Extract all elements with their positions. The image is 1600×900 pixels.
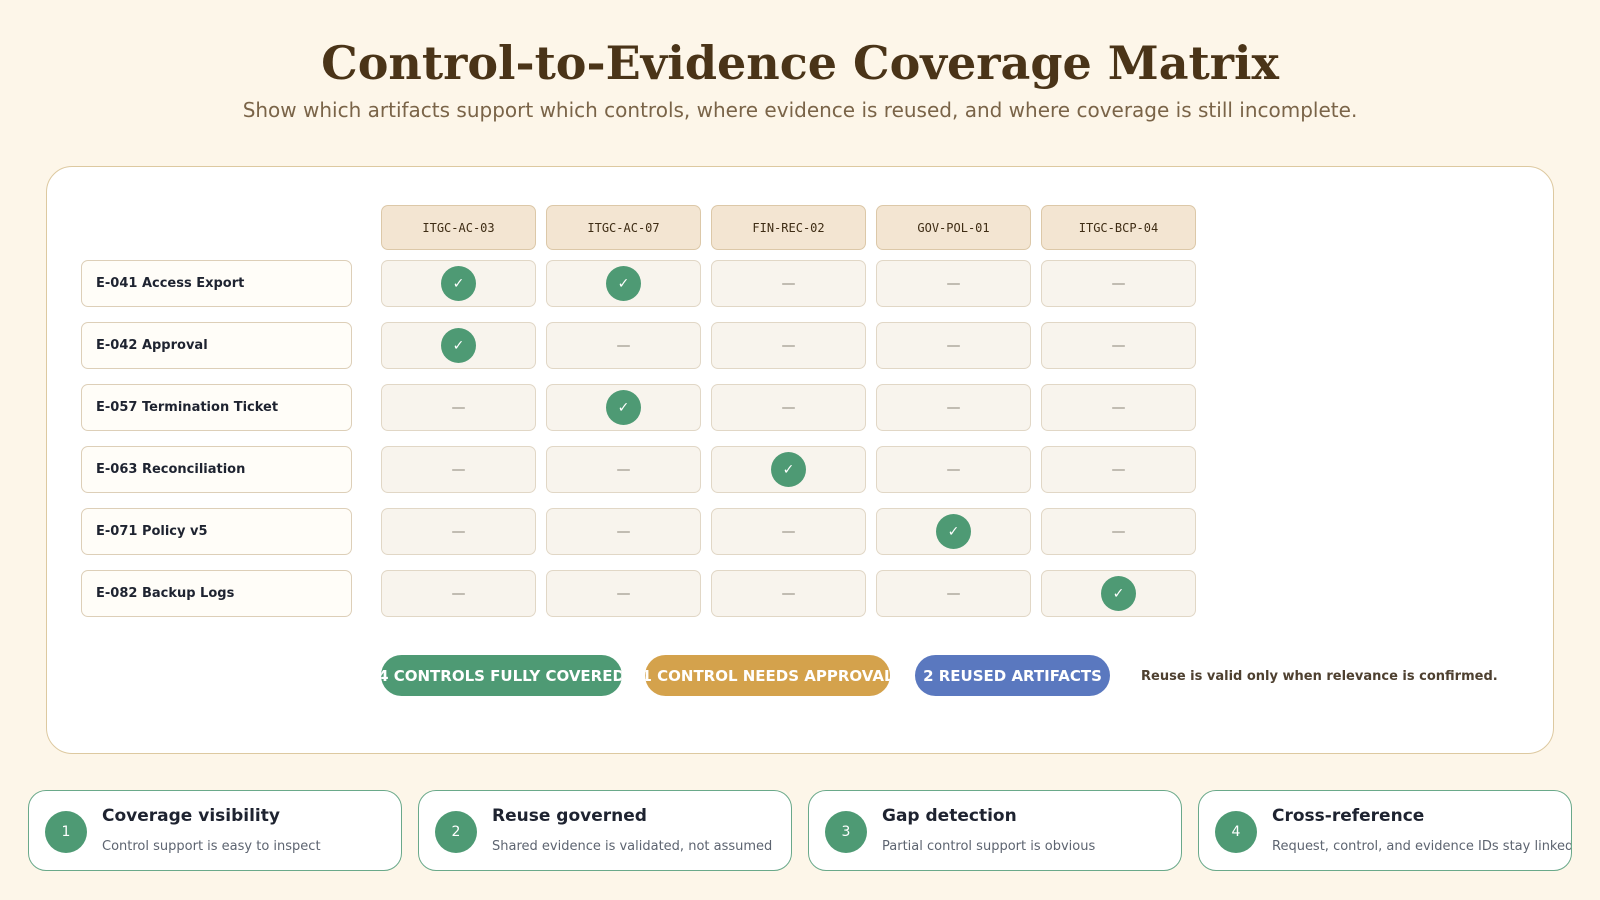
- feature-title: Gap detection: [882, 806, 1017, 826]
- reuse-note: Reuse is valid only when relevance is co…: [1141, 669, 1498, 684]
- control-header-gov-pol-01: GOV-POL-01: [876, 205, 1031, 250]
- feature-card-cross-reference: 4 Cross-reference Request, control, and …: [1198, 790, 1572, 871]
- feature-description: Partial control support is obvious: [882, 839, 1096, 854]
- coverage-cell-empty: —: [1041, 260, 1196, 307]
- dash-icon: —: [781, 337, 796, 354]
- feature-description: Shared evidence is validated, not assume…: [492, 839, 773, 854]
- coverage-cell-empty: —: [381, 570, 536, 617]
- checkmark-icon: ✓: [441, 266, 476, 301]
- needs-approval-badge-label: 1 CONTROL NEEDS APPROVAL: [645, 666, 890, 685]
- page-subtitle: Show which artifacts support which contr…: [242, 98, 1358, 122]
- reused-artifacts-badge: 2 REUSED ARTIFACTS: [915, 655, 1110, 696]
- control-header-fin-rec-02: FIN-REC-02: [711, 205, 866, 250]
- coverage-cell-empty: —: [546, 446, 701, 493]
- checkmark-icon: ✓: [1101, 576, 1136, 611]
- control-header-itgc-bcp-04: ITGC-BCP-04: [1041, 205, 1196, 250]
- coverage-cell-empty: —: [1041, 508, 1196, 555]
- fully-covered-badge-label: 4 CONTROLS FULLY COVERED: [381, 666, 622, 685]
- dash-icon: —: [1111, 523, 1126, 540]
- coverage-cell-covered: ✓: [546, 260, 701, 307]
- dash-icon: —: [946, 337, 961, 354]
- dash-icon: —: [946, 461, 961, 478]
- feature-card-reuse-governed: 2 Reuse governed Shared evidence is vali…: [418, 790, 792, 871]
- coverage-cell-empty: —: [876, 260, 1031, 307]
- dash-icon: —: [451, 585, 466, 602]
- coverage-cell-empty: —: [546, 570, 701, 617]
- checkmark-icon: ✓: [936, 514, 971, 549]
- coverage-cell-covered: ✓: [1041, 570, 1196, 617]
- dash-icon: —: [946, 585, 961, 602]
- coverage-cell-empty: —: [1041, 384, 1196, 431]
- coverage-cell-covered: ✓: [381, 260, 536, 307]
- coverage-cell-empty: —: [876, 570, 1031, 617]
- coverage-cell-empty: —: [711, 384, 866, 431]
- coverage-cell-empty: —: [876, 322, 1031, 369]
- page-title: Control-to-Evidence Coverage Matrix: [321, 36, 1279, 90]
- coverage-cell-empty: —: [711, 570, 866, 617]
- coverage-cell-empty: —: [381, 446, 536, 493]
- feature-title: Cross-reference: [1272, 806, 1425, 826]
- coverage-cell-empty: —: [546, 322, 701, 369]
- dash-icon: —: [1111, 275, 1126, 292]
- needs-approval-badge: 1 CONTROL NEEDS APPROVAL: [645, 655, 890, 696]
- coverage-cell-empty: —: [1041, 446, 1196, 493]
- dash-icon: —: [1111, 461, 1126, 478]
- coverage-cell-covered: ✓: [546, 384, 701, 431]
- dash-icon: —: [781, 399, 796, 416]
- dash-icon: —: [1111, 337, 1126, 354]
- dash-icon: —: [1111, 399, 1126, 416]
- feature-card-gap-detection: 3 Gap detection Partial control support …: [808, 790, 1182, 871]
- coverage-cell-empty: —: [546, 508, 701, 555]
- dash-icon: —: [781, 585, 796, 602]
- checkmark-icon: ✓: [771, 452, 806, 487]
- coverage-cell-covered: ✓: [381, 322, 536, 369]
- coverage-cell-empty: —: [381, 508, 536, 555]
- step-number-badge: 1: [45, 811, 87, 853]
- reused-artifacts-badge-label: 2 REUSED ARTIFACTS: [923, 666, 1102, 685]
- feature-description: Request, control, and evidence IDs stay …: [1272, 839, 1572, 854]
- dash-icon: —: [451, 461, 466, 478]
- coverage-cell-empty: —: [876, 446, 1031, 493]
- coverage-cell-empty: —: [876, 384, 1031, 431]
- evidence-row-label: E-071 Policy v5: [81, 508, 352, 555]
- coverage-cell-empty: —: [1041, 322, 1196, 369]
- step-number-badge: 2: [435, 811, 477, 853]
- evidence-row-label: E-041 Access Export: [81, 260, 352, 307]
- evidence-row-label: E-063 Reconciliation: [81, 446, 352, 493]
- dash-icon: —: [946, 399, 961, 416]
- feature-description: Control support is easy to inspect: [102, 839, 321, 854]
- coverage-cell-covered: ✓: [876, 508, 1031, 555]
- evidence-row-label: E-042 Approval: [81, 322, 352, 369]
- dash-icon: —: [616, 523, 631, 540]
- coverage-cell-empty: —: [381, 384, 536, 431]
- fully-covered-badge: 4 CONTROLS FULLY COVERED: [381, 655, 622, 696]
- coverage-cell-empty: —: [711, 508, 866, 555]
- dash-icon: —: [616, 461, 631, 478]
- feature-title: Reuse governed: [492, 806, 647, 826]
- coverage-cell-empty: —: [711, 260, 866, 307]
- coverage-matrix-card: ITGC-AC-03 ITGC-AC-07 FIN-REC-02 GOV-POL-01…: [46, 166, 1554, 754]
- dash-icon: —: [451, 523, 466, 540]
- dash-icon: —: [946, 275, 961, 292]
- dash-icon: —: [616, 337, 631, 354]
- feature-card-coverage-visibility: 1 Coverage visibility Control support is…: [28, 790, 402, 871]
- evidence-row-label: E-082 Backup Logs: [81, 570, 352, 617]
- step-number-badge: 3: [825, 811, 867, 853]
- control-header-itgc-ac-07: ITGC-AC-07: [546, 205, 701, 250]
- control-header-itgc-ac-03: ITGC-AC-03: [381, 205, 536, 250]
- dash-icon: —: [451, 399, 466, 416]
- checkmark-icon: ✓: [606, 266, 641, 301]
- dash-icon: —: [781, 523, 796, 540]
- dash-icon: —: [616, 585, 631, 602]
- step-number-badge: 4: [1215, 811, 1257, 853]
- checkmark-icon: ✓: [441, 328, 476, 363]
- coverage-cell-covered: ✓: [711, 446, 866, 493]
- coverage-cell-empty: —: [711, 322, 866, 369]
- feature-title: Coverage visibility: [102, 806, 280, 826]
- checkmark-icon: ✓: [606, 390, 641, 425]
- dash-icon: —: [781, 275, 796, 292]
- evidence-row-label: E-057 Termination Ticket: [81, 384, 352, 431]
